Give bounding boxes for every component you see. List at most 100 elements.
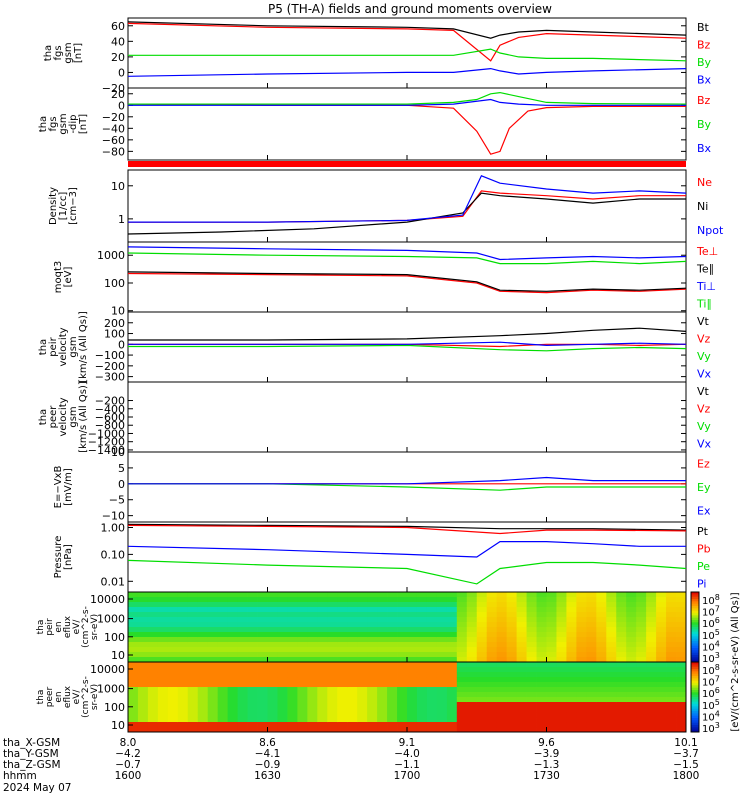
spectrogram-cell (397, 682, 408, 688)
spectrogram-cell (636, 697, 647, 703)
spectrogram-cell (526, 657, 537, 663)
y-axis-label: -dip (68, 114, 79, 133)
spectrogram-cell (596, 672, 607, 678)
spectrogram-cell (317, 657, 328, 663)
spectrogram-cell (586, 727, 597, 733)
spectrogram-cell (666, 607, 677, 613)
spectrogram-cell (317, 647, 328, 653)
spectrogram-cell (237, 692, 248, 698)
spectrogram-cell (546, 722, 557, 728)
spectrogram-cell (227, 667, 238, 673)
spectrogram-cell (466, 597, 478, 603)
spectrogram-cell (307, 657, 318, 663)
y-tick-label: −300 (95, 371, 125, 384)
spectrogram-cell (237, 722, 248, 728)
spectrogram-cell (337, 612, 348, 618)
spectrogram-cell (307, 632, 318, 638)
spectrogram-cell (197, 617, 209, 623)
spectrogram-cell (237, 592, 248, 598)
spectrogram-cell (466, 697, 478, 703)
spectrogram-cell (586, 612, 597, 618)
spectrogram-cell (357, 607, 368, 613)
colorbar-cell (691, 641, 699, 644)
spectrogram-cell (357, 682, 368, 688)
spectrogram-cell (177, 612, 189, 618)
spectrogram-cell (337, 667, 348, 673)
spectrogram-cell (407, 687, 418, 693)
spectrogram-cell (357, 612, 368, 618)
spectrogram-cell (257, 717, 268, 723)
spectrogram-cell (416, 717, 428, 723)
x-axis-date: 2024 May 07 (3, 782, 71, 794)
spectrogram-cell (207, 647, 219, 653)
spectrogram-cell (157, 647, 169, 653)
spectrogram-cell (357, 722, 368, 728)
spectrogram-cell (217, 682, 229, 688)
spectrogram-cell (147, 677, 159, 683)
y-tick-label: −600 (95, 411, 125, 424)
spectrogram-cell (327, 597, 338, 603)
spectrogram-cell (407, 697, 418, 703)
spectrogram-cell (486, 612, 498, 618)
spectrogram-cell (586, 662, 597, 668)
spectrogram-cell (397, 657, 408, 663)
y-axis-label: [km/s (All Qs)] (78, 381, 89, 453)
spectrogram-cell (546, 692, 557, 698)
y-tick-label: 0.10 (101, 548, 126, 561)
x-axis-value: 8.6 (259, 737, 276, 749)
spectrogram-cell (128, 602, 139, 608)
spectrogram-cell (247, 682, 258, 688)
spectrogram-cell (367, 592, 378, 598)
spectrogram-cell (277, 702, 288, 708)
spectrogram-cell (536, 597, 547, 603)
spectrogram-cell (596, 612, 607, 618)
spectrogram-cell (666, 667, 677, 673)
spectrogram-cell (516, 682, 527, 688)
spectrogram-cell (516, 617, 527, 623)
spectrogram-cell (177, 632, 189, 638)
spectrogram-cell (506, 592, 517, 598)
spectrogram-cell (217, 727, 229, 733)
spectrogram-cell (446, 722, 458, 728)
spectrogram-cell (307, 667, 318, 673)
spectrogram-cell (506, 627, 517, 633)
y-axis-label: peir (48, 336, 59, 356)
spectrogram-cell (496, 692, 508, 698)
spectrogram-cell (436, 697, 448, 703)
spectrogram-cell (267, 702, 278, 708)
spectrogram-cell (636, 677, 647, 683)
spectrogram-cell (297, 637, 308, 643)
spectrogram-cell (177, 627, 189, 633)
spectrogram-cell (227, 632, 238, 638)
spectrogram-cell (506, 662, 517, 668)
spectrogram-cell (267, 657, 278, 663)
spectrogram-cell (187, 617, 199, 623)
spectrogram-cell (416, 727, 428, 733)
spectrogram-cell (157, 727, 169, 733)
spectrogram-cell (317, 707, 328, 713)
spectrogram-cell (636, 652, 647, 658)
spectrogram-cell (646, 592, 657, 598)
spectrogram-cell (476, 597, 488, 603)
spectrogram-cell (626, 602, 637, 608)
spectrogram-cell (596, 677, 607, 683)
legend-entry: By (697, 118, 712, 131)
spectrogram-cell (566, 702, 577, 708)
spectrogram-cell (576, 717, 587, 723)
spectrogram-cell (277, 662, 288, 668)
spectrogram-cell (426, 702, 438, 708)
spectrogram-cell (177, 677, 189, 683)
colorbar-cell (691, 592, 699, 595)
spectrogram-cell (177, 637, 189, 643)
spectrogram-cell (576, 642, 587, 648)
y-tick-label: 40 (111, 35, 125, 48)
spectrogram-cell (287, 632, 298, 638)
series-Ex-line (128, 476, 686, 485)
y-tick-label: 200 (104, 317, 125, 330)
series-Ni-line (127, 192, 686, 235)
spectrogram-cell (456, 722, 468, 728)
y-axis-label: moqt3 (53, 261, 64, 294)
spectrogram-cell (476, 667, 488, 673)
spectrogram-cell (676, 612, 687, 618)
